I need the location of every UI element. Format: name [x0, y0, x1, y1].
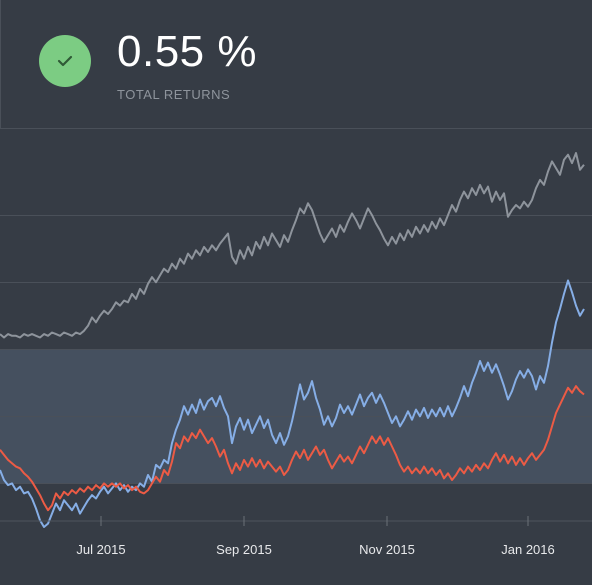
series-line-2 — [0, 279, 585, 528]
x-axis: Jul 2015 Sep 2015 Nov 2015 Jan 2016 — [0, 516, 592, 557]
chart-grid — [0, 215, 592, 484]
check-icon — [57, 55, 73, 67]
chart-series — [0, 152, 585, 528]
x-tick-label: Jan 2016 — [501, 542, 555, 557]
status-badge — [39, 35, 91, 87]
total-returns-label: TOTAL RETURNS — [117, 87, 231, 102]
x-tick-label: Sep 2015 — [216, 542, 272, 557]
total-returns-value: 0.55 % — [117, 27, 257, 76]
header-divider — [0, 0, 1, 128]
x-tick-label: Jul 2015 — [76, 542, 125, 557]
summary-header: 0.55 % TOTAL RETURNS — [0, 0, 592, 129]
series-line-1 — [0, 152, 585, 339]
series-line-3 — [0, 385, 585, 512]
x-tick-label: Nov 2015 — [359, 542, 415, 557]
returns-chart[interactable]: Jul 2015 Sep 2015 Nov 2015 Jan 2016 — [0, 128, 592, 585]
